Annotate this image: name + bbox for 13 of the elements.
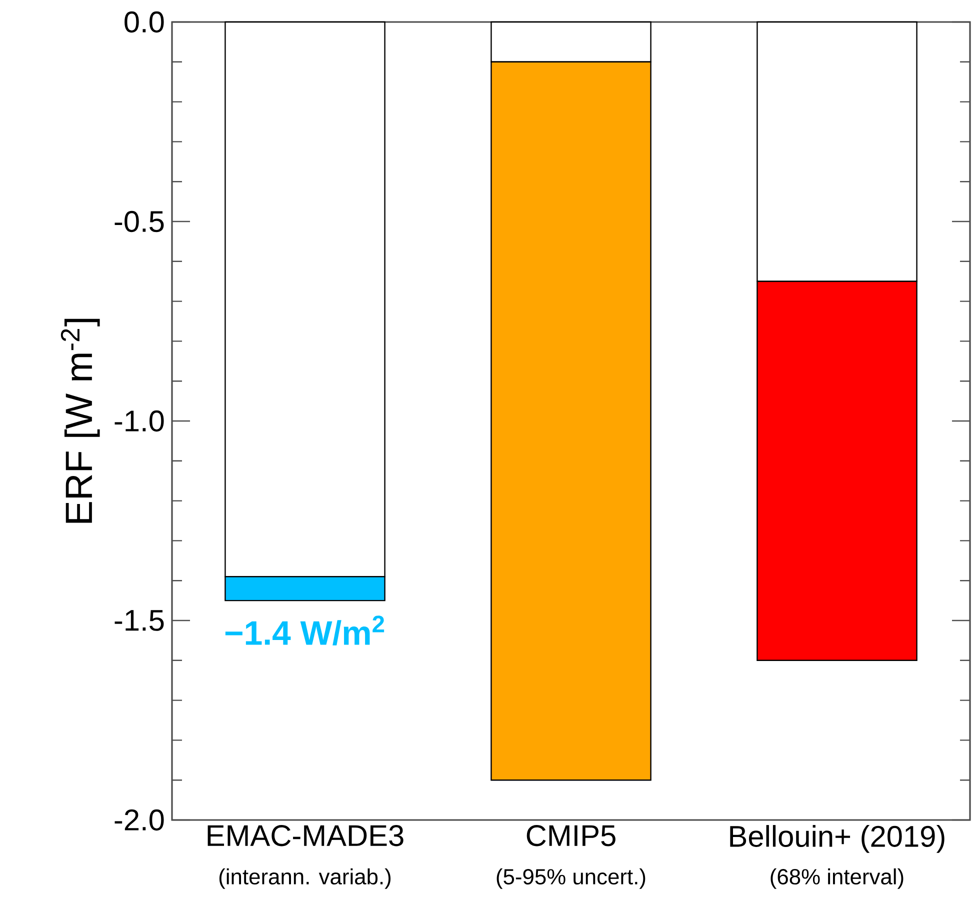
annotation: −1.4 W/m$^{2}$: [225, 616, 384, 646]
y-tick-label: 0.0: [124, 11, 164, 33]
y-tick-label: -1.5: [114, 610, 164, 631]
y-axis-title: ERF [W m$^{-2}$]: [60, 318, 100, 523]
x-tick-label: EMAC-MADE3: [208, 825, 404, 846]
text: (interann. variab.): [219, 868, 391, 889]
y-tick-label: -1.0: [114, 410, 164, 432]
y-tick-label: -0.5: [114, 210, 164, 232]
text: (68% interval): [770, 868, 904, 889]
text: (5-95% uncert.): [496, 868, 646, 889]
y-tick-label: -2.0: [114, 809, 164, 831]
x-tick-label: Bellouin+ (2019): [730, 825, 944, 853]
x-tick-label: CMIP5: [526, 825, 616, 846]
